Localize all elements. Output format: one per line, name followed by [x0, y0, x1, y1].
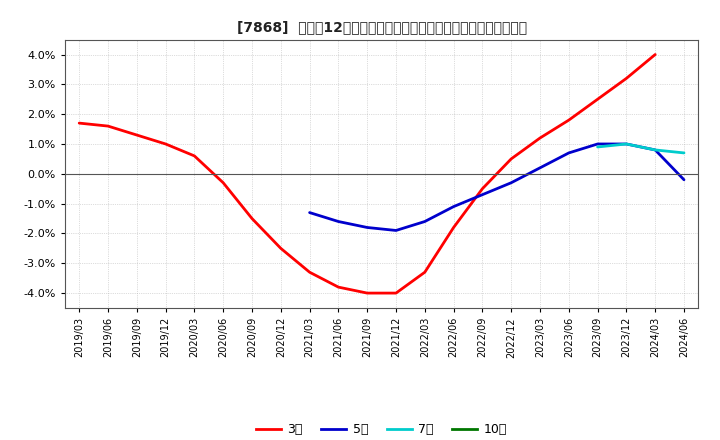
5年	[449, 204, 458, 209]
3年	[392, 290, 400, 296]
5年	[363, 225, 372, 230]
3年	[305, 270, 314, 275]
7年	[622, 141, 631, 147]
5年	[622, 141, 631, 147]
3年	[507, 156, 516, 161]
3年	[420, 270, 429, 275]
3年	[334, 285, 343, 290]
5年	[478, 192, 487, 197]
3年	[132, 132, 141, 138]
5年	[334, 219, 343, 224]
3年	[104, 124, 112, 129]
3年	[363, 290, 372, 296]
Line: 5年: 5年	[310, 144, 684, 231]
3年	[248, 216, 256, 221]
7年	[680, 150, 688, 156]
3年	[564, 117, 573, 123]
3年	[536, 136, 544, 141]
5年	[392, 228, 400, 233]
7年	[651, 147, 660, 153]
5年	[651, 147, 660, 153]
5年	[680, 177, 688, 183]
3年	[219, 180, 228, 185]
3年	[449, 225, 458, 230]
Title: [7868]  売上高12か月移動合計の対前年同期増減率の平均値の推移: [7868] 売上高12か月移動合計の対前年同期増減率の平均値の推移	[237, 20, 526, 34]
3年	[161, 141, 170, 147]
Line: 3年: 3年	[79, 55, 655, 293]
3年	[651, 52, 660, 57]
Line: 7年: 7年	[598, 144, 684, 153]
5年	[593, 141, 602, 147]
5年	[564, 150, 573, 156]
5年	[507, 180, 516, 185]
5年	[305, 210, 314, 215]
3年	[478, 186, 487, 191]
5年	[420, 219, 429, 224]
3年	[622, 76, 631, 81]
3年	[276, 246, 285, 251]
5年	[536, 165, 544, 170]
3年	[190, 153, 199, 158]
7年	[593, 144, 602, 150]
3年	[75, 121, 84, 126]
Legend: 3年, 5年, 7年, 10年: 3年, 5年, 7年, 10年	[251, 418, 512, 440]
3年	[593, 97, 602, 102]
